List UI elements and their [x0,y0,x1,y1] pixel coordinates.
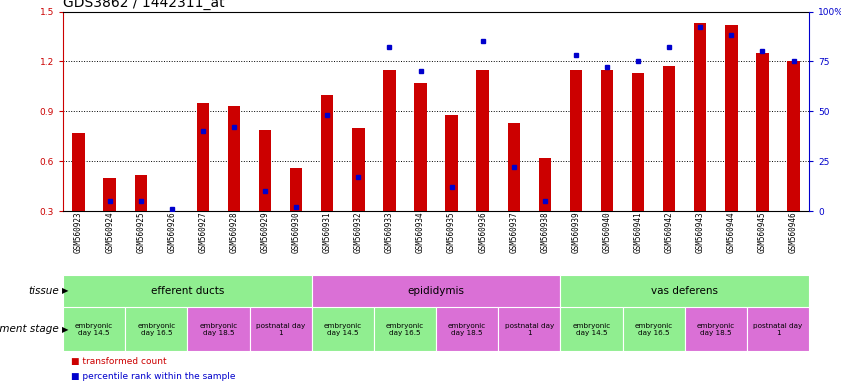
Text: postnatal day
1: postnatal day 1 [754,323,802,336]
Bar [694,23,706,211]
Text: GSM560935: GSM560935 [447,211,456,253]
Text: GSM560944: GSM560944 [727,211,736,253]
Bar [663,66,675,211]
Bar [383,70,395,211]
Bar [560,275,809,307]
Text: embryonic
day 14.5: embryonic day 14.5 [75,323,114,336]
Text: GSM560934: GSM560934 [416,211,425,253]
Bar [787,61,800,211]
Bar [72,133,85,211]
Text: epididymis: epididymis [408,286,464,296]
Bar [725,25,738,211]
Bar [747,307,809,351]
Text: GSM560930: GSM560930 [292,211,301,253]
Text: GSM560931: GSM560931 [323,211,331,253]
Text: vas deferens: vas deferens [651,286,718,296]
Text: GSM560939: GSM560939 [571,211,580,253]
Bar [63,275,312,307]
Text: ▶: ▶ [62,286,69,295]
Bar [498,307,560,351]
Text: GSM560927: GSM560927 [198,211,208,253]
Bar [135,175,147,211]
Text: postnatal day
1: postnatal day 1 [256,323,305,336]
Bar [560,307,622,351]
Bar [415,83,426,211]
Text: GDS3862 / 1442311_at: GDS3862 / 1442311_at [63,0,225,10]
Text: embryonic
day 18.5: embryonic day 18.5 [448,323,486,336]
Bar [374,307,436,351]
Bar [290,168,303,211]
Text: GSM560928: GSM560928 [230,211,239,253]
Text: ■ transformed count: ■ transformed count [71,357,167,366]
Text: GSM560925: GSM560925 [136,211,145,253]
Text: GSM560937: GSM560937 [510,211,518,253]
Text: ■ percentile rank within the sample: ■ percentile rank within the sample [71,372,236,381]
Bar [622,307,685,351]
Text: ▶: ▶ [62,325,69,334]
Bar [63,307,125,351]
Bar [352,128,364,211]
Text: GSM560946: GSM560946 [789,211,798,253]
Text: GSM560924: GSM560924 [105,211,114,253]
Text: GSM560940: GSM560940 [602,211,611,253]
Bar [477,70,489,211]
Bar [250,307,312,351]
Bar [756,53,769,211]
Text: GSM560938: GSM560938 [541,211,549,253]
Text: GSM560943: GSM560943 [696,211,705,253]
Bar [538,158,551,211]
Bar [188,307,250,351]
Text: GSM560941: GSM560941 [633,211,643,253]
Text: GSM560932: GSM560932 [354,211,362,253]
Text: embryonic
day 16.5: embryonic day 16.5 [137,323,176,336]
Bar [197,103,209,211]
Bar [312,275,560,307]
Text: embryonic
day 18.5: embryonic day 18.5 [696,323,735,336]
Text: postnatal day
1: postnatal day 1 [505,323,554,336]
Text: GSM560926: GSM560926 [167,211,177,253]
Text: GSM560923: GSM560923 [74,211,83,253]
Bar [569,70,582,211]
Text: development stage: development stage [0,324,59,334]
Text: GSM560942: GSM560942 [664,211,674,253]
Bar [446,115,458,211]
Text: GSM560929: GSM560929 [261,211,270,253]
Bar [685,307,747,351]
Bar [125,307,188,351]
Bar [508,123,520,211]
Text: embryonic
day 16.5: embryonic day 16.5 [386,323,424,336]
Bar [103,178,116,211]
Bar [321,95,334,211]
Text: GSM560933: GSM560933 [385,211,394,253]
Bar [436,307,498,351]
Text: embryonic
day 16.5: embryonic day 16.5 [634,323,673,336]
Bar [632,73,644,211]
Text: GSM560936: GSM560936 [479,211,487,253]
Bar [600,70,613,211]
Text: tissue: tissue [28,286,59,296]
Bar [259,130,272,211]
Bar [228,106,241,211]
Text: GSM560945: GSM560945 [758,211,767,253]
Text: embryonic
day 18.5: embryonic day 18.5 [199,323,238,336]
Bar [312,307,374,351]
Text: embryonic
day 14.5: embryonic day 14.5 [573,323,611,336]
Text: embryonic
day 14.5: embryonic day 14.5 [324,323,362,336]
Text: efferent ducts: efferent ducts [151,286,224,296]
